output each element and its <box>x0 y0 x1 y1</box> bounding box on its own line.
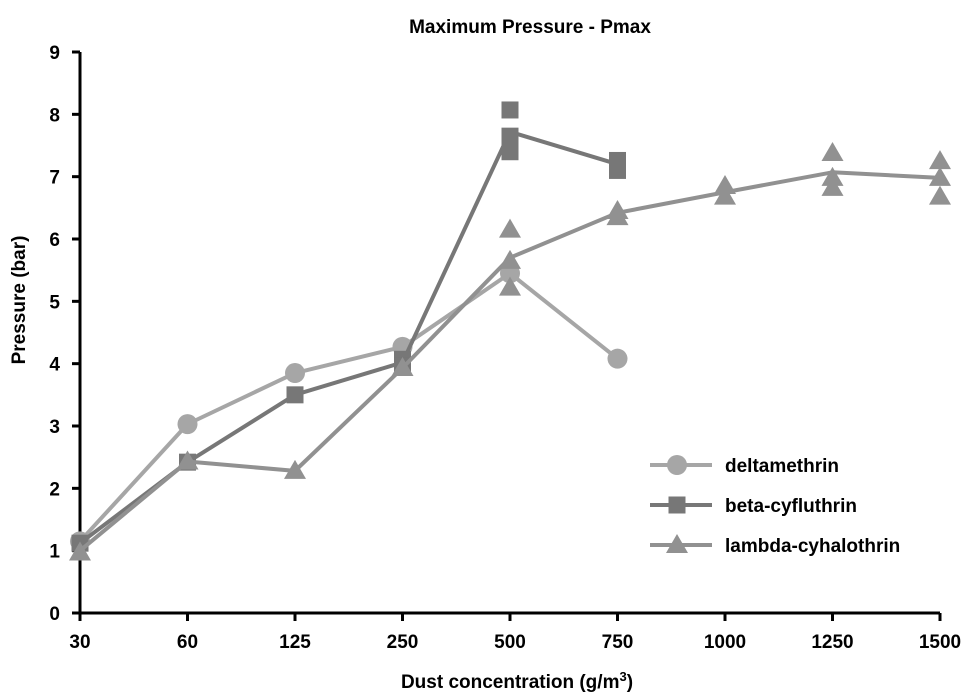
data-point-lambda-cyhalothrin-3 <box>391 357 414 377</box>
data-point-lambda-cyhalothrin-12 <box>821 166 844 186</box>
y-tick-label-2: 2 <box>49 479 60 500</box>
data-point-deltamethrin-1 <box>177 414 198 435</box>
data-point-lambda-cyhalothrin-10 <box>714 185 736 205</box>
series-line-deltamethrin <box>78 271 619 543</box>
x-tick-label-30: 30 <box>69 632 90 653</box>
series-beta-cyfluthrin <box>71 101 626 552</box>
y-tick-label-3: 3 <box>49 417 60 438</box>
x-tick-label-1250: 1250 <box>811 632 853 653</box>
x-tick-label-125: 125 <box>279 632 311 653</box>
series-deltamethrin <box>70 263 628 552</box>
legend-item-lambda-cyhalothrin: lambda-cyhalothrin <box>650 534 900 557</box>
legend-item-beta-cyfluthrin: beta-cyfluthrin <box>650 496 857 517</box>
data-point-lambda-cyhalothrin-5 <box>499 249 521 269</box>
data-point-lambda-cyhalothrin-11 <box>821 141 844 161</box>
data-point-lambda-cyhalothrin-13 <box>821 176 844 196</box>
x-tick-label-250: 250 <box>387 632 419 653</box>
data-point-lambda-cyhalothrin-15 <box>929 166 951 186</box>
data-point-beta-cyfluthrin-9 <box>609 161 626 179</box>
data-point-lambda-cyhalothrin-0 <box>69 541 91 561</box>
y-tick-label-5: 5 <box>49 292 60 313</box>
chart-title: Maximum Pressure - Pmax <box>409 17 651 38</box>
y-tick-label-1: 1 <box>49 542 60 563</box>
data-point-lambda-cyhalothrin-14 <box>929 150 951 170</box>
x-axis-label-main: Dust concentration (g/m <box>401 672 620 693</box>
y-tick-label-4: 4 <box>49 355 60 376</box>
data-point-deltamethrin-5 <box>607 348 628 369</box>
x-tick-label-60: 60 <box>177 632 198 653</box>
legend-swatch-marker-beta-cyfluthrin <box>668 496 686 514</box>
data-point-beta-cyfluthrin-7 <box>501 143 519 161</box>
y-tick-label-8: 8 <box>49 105 60 126</box>
legend-label-beta-cyfluthrin: beta-cyfluthrin <box>725 496 857 517</box>
data-point-lambda-cyhalothrin-1 <box>176 450 199 470</box>
y-axis-label: Pressure (bar) <box>9 236 30 365</box>
x-tick-label-500: 500 <box>494 632 526 653</box>
data-point-beta-cyfluthrin-2 <box>286 386 304 404</box>
legend-label-lambda-cyhalothrin: lambda-cyhalothrin <box>725 536 900 557</box>
chart-legend: deltamethrin beta-cyfluthrin lambda-cyhalo… <box>650 455 900 557</box>
data-point-beta-cyfluthrin-5 <box>501 101 519 119</box>
data-point-lambda-cyhalothrin-4 <box>499 218 521 238</box>
data-point-lambda-cyhalothrin-6 <box>499 276 521 296</box>
series-layer <box>69 101 951 561</box>
data-point-beta-cyfluthrin-6 <box>501 127 519 145</box>
legend-swatch-marker-lambda-cyhalothrin <box>666 534 688 553</box>
legend-label-deltamethrin: deltamethrin <box>725 456 839 477</box>
y-axis: 0 1 2 3 4 5 6 7 8 9 <box>49 43 82 625</box>
x-axis-label-superscript: 3 <box>619 669 626 684</box>
y-tick-label-9: 9 <box>49 43 60 64</box>
x-axis-label: Dust concentration (g/m3) <box>401 669 633 693</box>
x-tick-label-1500: 1500 <box>919 632 961 653</box>
data-point-lambda-cyhalothrin-16 <box>929 185 951 205</box>
legend-swatch-marker-deltamethrin <box>667 455 687 475</box>
data-point-lambda-cyhalothrin-9 <box>714 175 736 195</box>
series-lambda-cyhalothrin <box>69 141 951 561</box>
x-axis: 30 60 125 250 500 750 1000 1250 1500 <box>69 611 961 653</box>
x-axis-label-end: ) <box>627 672 633 693</box>
x-tick-label-1000: 1000 <box>704 632 746 653</box>
y-tick-label-0: 0 <box>49 604 60 625</box>
legend-item-deltamethrin: deltamethrin <box>650 455 839 477</box>
data-point-lambda-cyhalothrin-8 <box>606 206 629 226</box>
y-tick-label-6: 6 <box>49 230 60 251</box>
data-point-lambda-cyhalothrin-2 <box>284 459 306 479</box>
data-point-deltamethrin-2 <box>285 363 305 384</box>
y-tick-label-7: 7 <box>49 168 60 189</box>
x-tick-label-750: 750 <box>602 632 634 653</box>
